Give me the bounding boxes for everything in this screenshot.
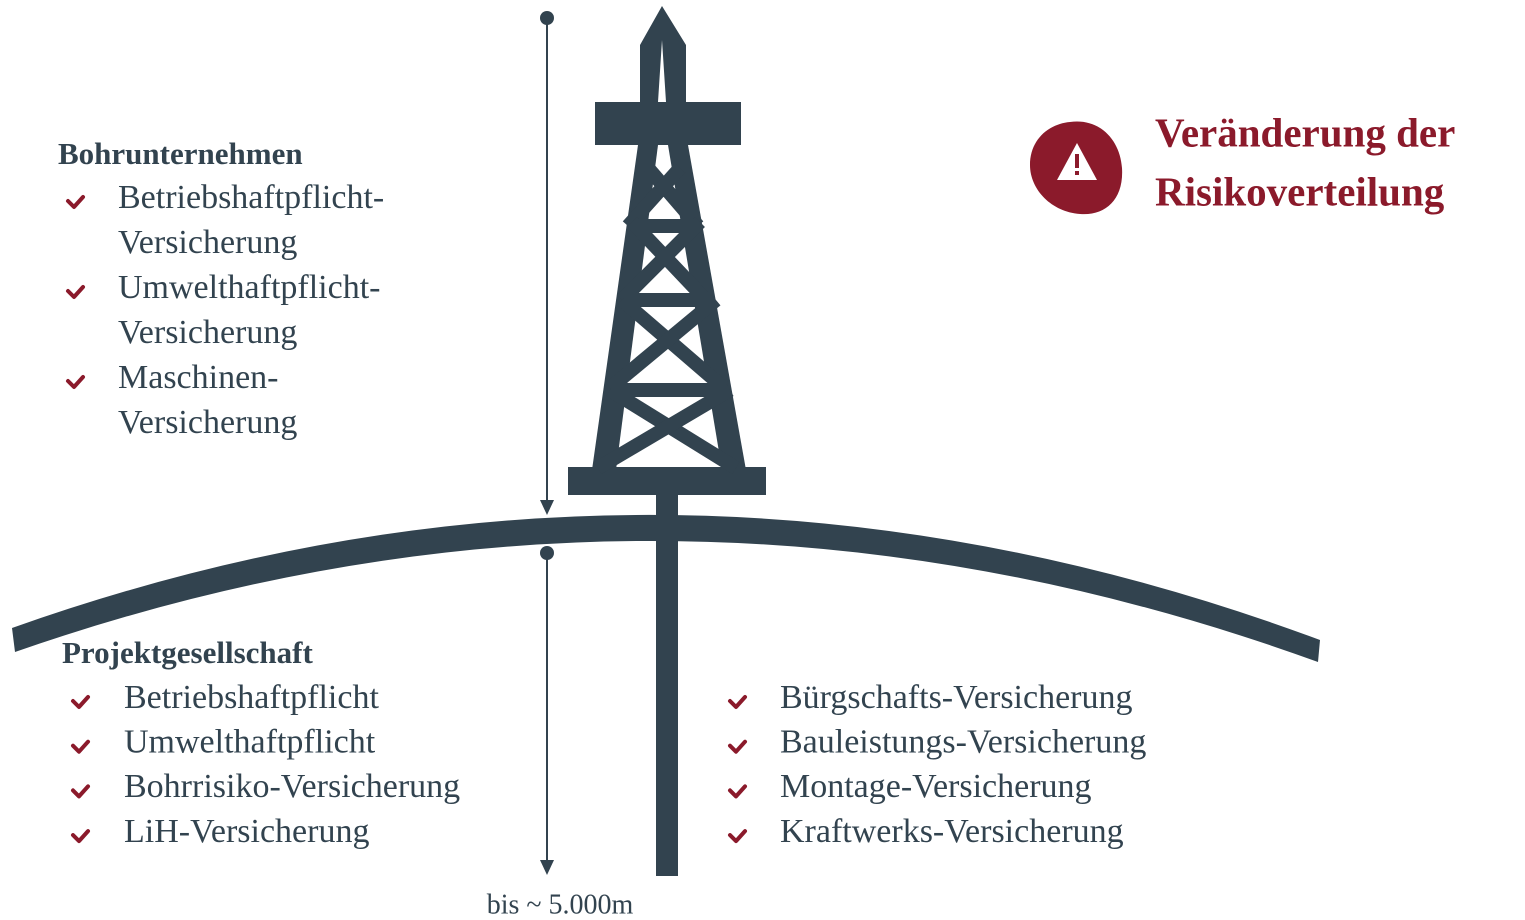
drill-pipe — [656, 490, 678, 876]
check-icon — [730, 697, 745, 707]
list-item: Umwelthaftpflicht- — [118, 269, 380, 306]
list-item: Betriebshaftpflicht — [124, 679, 379, 716]
check-icon — [68, 287, 83, 297]
alert-text: Risikoverteilung — [1155, 168, 1445, 214]
check-icon — [73, 697, 88, 707]
check-icon — [73, 831, 88, 841]
list-item: Versicherung — [118, 224, 297, 261]
check-icon — [730, 786, 745, 796]
check-icon — [730, 831, 745, 841]
alert-text: Veränderung der — [1155, 109, 1455, 155]
check-icon — [73, 786, 88, 796]
depth-label: bis ~ 5.000m — [487, 889, 634, 920]
list-item: LiH-Versicherung — [124, 813, 369, 850]
check-icon — [730, 742, 745, 752]
alert-icon — [1030, 122, 1122, 215]
list-item: Bürgschafts-Versicherung — [780, 679, 1133, 716]
list-item: Maschinen- — [118, 359, 279, 396]
group-title: Projektgesellschaft — [62, 635, 313, 670]
drilling-tower — [568, 6, 766, 495]
check-icon — [68, 377, 83, 387]
list-item: Montage-Versicherung — [780, 768, 1092, 805]
group-title: Bohrunternehmen — [58, 136, 303, 171]
list-item: Umwelthaftpflicht — [124, 723, 376, 760]
check-icon — [73, 742, 88, 752]
list-item: Versicherung — [118, 404, 297, 441]
list-item: Versicherung — [118, 314, 297, 351]
page: bis ~ 5.000m Bohrunternehmen Betriebshaft… — [0, 0, 1525, 920]
depth-arrow — [540, 11, 554, 875]
check-icon — [68, 197, 83, 207]
diagram: bis ~ 5.000m Bohrunternehmen Betriebshaft… — [0, 0, 1525, 920]
list-item: Betriebshaftpflicht- — [118, 179, 384, 216]
list-item: Bauleistungs-Versicherung — [780, 723, 1146, 760]
list-item: Bohrrisiko-Versicherung — [124, 768, 460, 805]
list-item: Kraftwerks-Versicherung — [780, 813, 1124, 850]
